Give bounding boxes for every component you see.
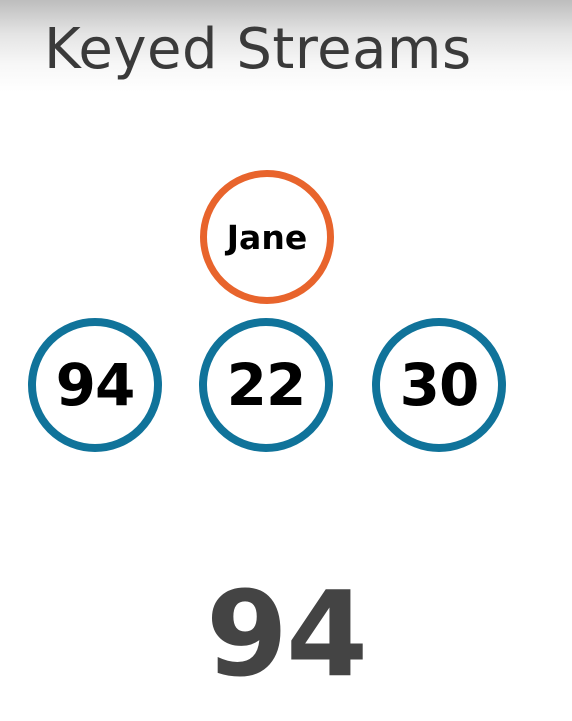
key-label: Jane (226, 217, 308, 257)
slide-title: Keyed Streams (44, 17, 472, 82)
value-label: 22 (226, 351, 307, 419)
value-label: 30 (399, 351, 480, 419)
key-node: Jane (200, 170, 334, 304)
value-node: 30 (372, 318, 506, 452)
value-node: 94 (28, 318, 162, 452)
result-value: 94 (205, 565, 368, 703)
header-bar (0, 0, 572, 92)
value-node: 22 (199, 318, 333, 452)
value-label: 94 (55, 351, 136, 419)
